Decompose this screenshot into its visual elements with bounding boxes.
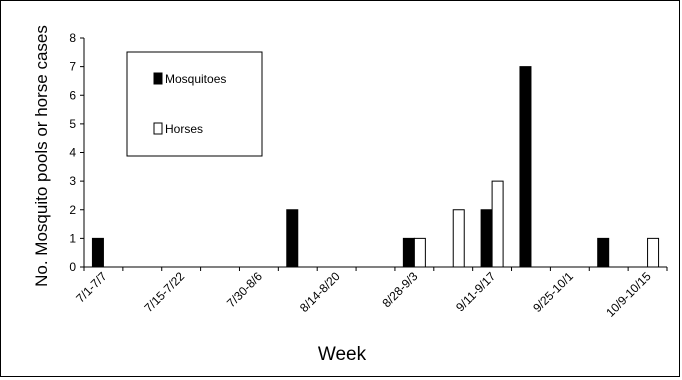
x-tick-label: 8/14-8/20 [297, 269, 343, 315]
bar-mosquitoes [91, 237, 104, 268]
y-tick-label: 1 [69, 231, 76, 245]
x-axis-label: Week [318, 344, 367, 365]
bar-mosquitoes [286, 209, 299, 268]
bar-horses [647, 237, 660, 268]
y-tick-label: 3 [69, 174, 76, 188]
bar-horses [452, 209, 465, 268]
y-tick-label: 7 [69, 60, 76, 74]
bar-mosquitoes [480, 209, 493, 268]
y-tick-label: 8 [69, 31, 76, 45]
x-tick-label: 10/9-10/15 [603, 269, 654, 320]
x-tick-label: 9/11-9/17 [453, 269, 498, 314]
x-tick-label: 7/15-7/22 [142, 269, 188, 315]
legend-box [126, 51, 263, 157]
bar-horses [491, 180, 504, 268]
x-tick-label: 7/1-7/7 [73, 269, 110, 306]
bar-mosquitoes [519, 66, 532, 268]
legend: Mosquitoes Horses [126, 51, 263, 157]
x-tick-label: 8/28-9/3 [379, 269, 420, 310]
y-tick-label: 6 [69, 88, 76, 102]
bar-horses [413, 237, 426, 268]
legend-swatch-mosquitoes [153, 72, 163, 85]
legend-swatch-horses [153, 122, 163, 135]
y-tick-label: 5 [69, 117, 76, 131]
y-axis-label: No. Mosquito pools or horse cases [32, 25, 51, 287]
bar-mosquitoes [597, 237, 610, 268]
legend-label-horses: Horses [165, 122, 203, 136]
x-tick-label: 9/25-10/1 [530, 269, 576, 315]
legend-label-mosquitoes: Mosquitoes [165, 72, 226, 86]
x-tick-label: 7/30-8/6 [224, 269, 265, 310]
y-tick-label: 2 [69, 203, 76, 217]
y-tick-label: 0 [69, 260, 76, 274]
y-tick-label: 4 [69, 146, 76, 160]
bar-mosquitoes [402, 237, 415, 268]
